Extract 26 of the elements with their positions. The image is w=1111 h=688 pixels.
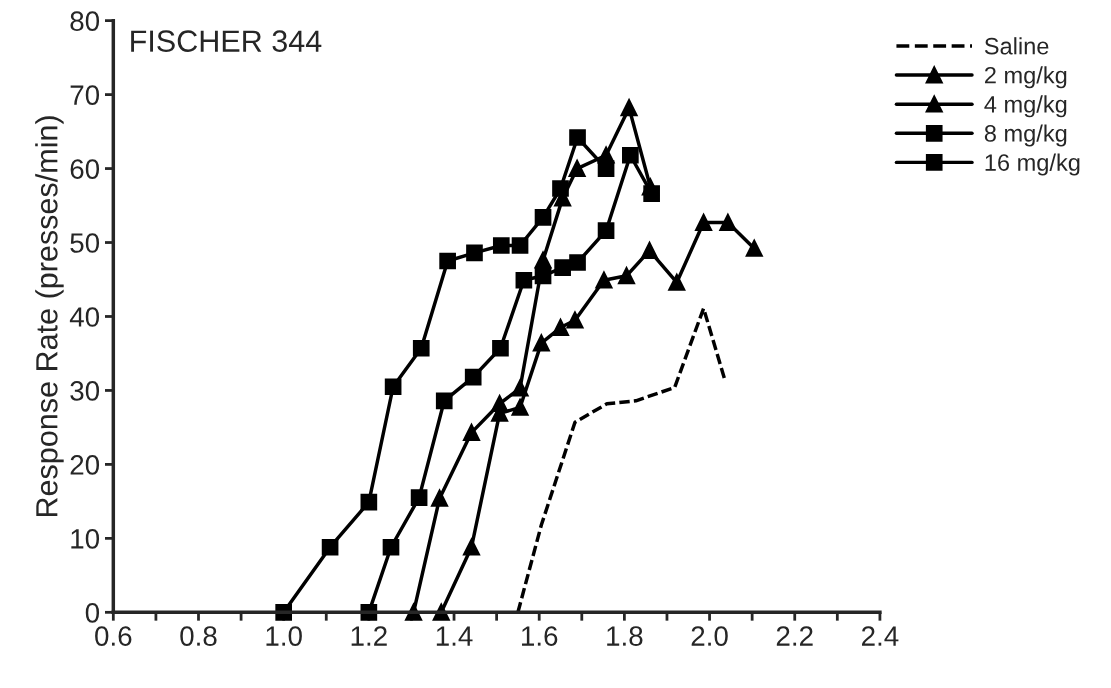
legend-label: 8 mg/kg	[984, 124, 1067, 147]
y-axis-title: Response Rate (presses/min)	[35, 116, 64, 517]
legend-label: 2 mg/kg	[984, 66, 1067, 89]
x-tick-label: 1.6	[522, 626, 558, 646]
x-tick-label: 2.2	[776, 626, 813, 646]
y-tick-label: 0	[85, 602, 100, 623]
legend-label: 4 mg/kg	[984, 95, 1067, 118]
y-tick-label: 10	[71, 529, 100, 549]
annotation: FISCHER 344	[131, 30, 322, 52]
y-tick-label: 50	[70, 233, 100, 253]
x-tick-label: 1.2	[351, 626, 387, 646]
x-tick-label: 0.8	[180, 626, 217, 646]
x-tick-label: 1.8	[607, 626, 643, 646]
y-tick-label: 70	[70, 85, 100, 105]
legend-label: Saline	[984, 37, 1049, 55]
y-tick-label: 80	[70, 11, 100, 31]
y-tick-label: 40	[69, 307, 100, 327]
y-tick-label: 60	[70, 159, 100, 179]
text: 2.0	[691, 626, 728, 646]
y-tick-label: 30	[70, 381, 100, 401]
text: 1.0	[266, 626, 302, 646]
legend-label: 16 mg/kg	[985, 153, 1080, 176]
y-tick-label: 20	[70, 455, 100, 475]
x-tick-label: 2.4	[862, 626, 899, 646]
x-tick-label: 0.6	[95, 626, 132, 646]
x-tick-label: 1.4	[436, 626, 473, 646]
